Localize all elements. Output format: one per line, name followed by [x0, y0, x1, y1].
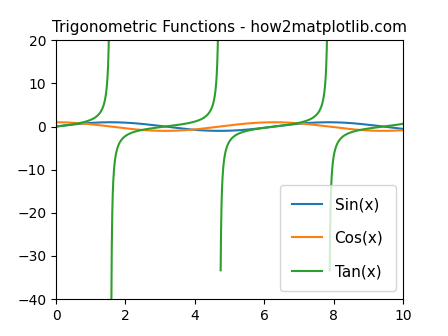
Cos(x) [327, 125, 332, 129]
Tan(x) [213, 86, 219, 90]
Cos(x) [162, 129, 168, 133]
Cos(x) [53, 120, 59, 124]
Legend: Sin(x), Cos(x), Tan(x): Sin(x), Cos(x), Tan(x) [280, 185, 396, 291]
Tan(x) [71, 122, 77, 126]
Line: Tan(x): Tan(x) [56, 0, 403, 299]
Sin(x) [327, 120, 332, 124]
Tan(x) [401, 122, 406, 126]
Sin(x) [71, 122, 77, 126]
Sin(x) [217, 129, 222, 133]
Cos(x) [401, 128, 406, 132]
Tan(x) [53, 125, 59, 129]
Tan(x) [222, 152, 228, 156]
Cos(x) [71, 121, 77, 125]
Sin(x) [391, 126, 396, 130]
Line: Cos(x): Cos(x) [56, 122, 403, 131]
Sin(x) [213, 129, 219, 133]
Sin(x) [53, 125, 59, 129]
Title: Trigonometric Functions - how2matplotlib.com: Trigonometric Functions - how2matplotlib… [52, 20, 407, 35]
Cos(x) [222, 124, 228, 128]
Sin(x) [223, 129, 228, 133]
Sin(x) [391, 126, 396, 130]
Cos(x) [391, 129, 396, 133]
Line: Sin(x): Sin(x) [56, 122, 403, 131]
Sin(x) [401, 127, 406, 131]
Tan(x) [391, 123, 396, 127]
Cos(x) [391, 129, 396, 133]
Cos(x) [213, 125, 219, 129]
Sin(x) [108, 120, 113, 124]
Tan(x) [391, 123, 396, 127]
